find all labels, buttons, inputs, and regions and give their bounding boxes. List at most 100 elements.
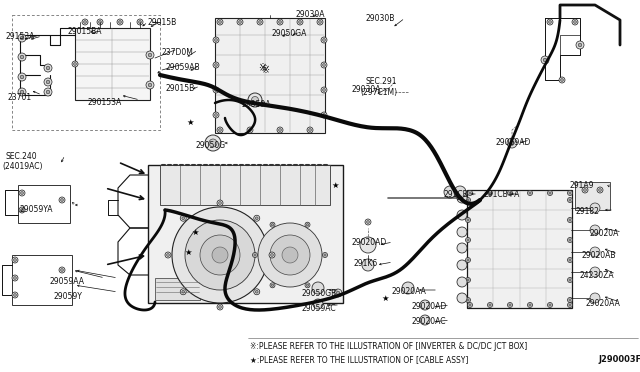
Circle shape	[84, 21, 86, 23]
Circle shape	[214, 64, 218, 66]
Circle shape	[321, 112, 327, 118]
Circle shape	[467, 299, 469, 301]
Circle shape	[278, 129, 282, 131]
Bar	[12, 255, 72, 305]
Circle shape	[569, 299, 571, 301]
Bar	[75, 28, 150, 100]
Circle shape	[271, 224, 274, 226]
Circle shape	[13, 294, 17, 296]
Circle shape	[323, 253, 328, 257]
Circle shape	[508, 190, 513, 196]
Circle shape	[82, 19, 88, 25]
Circle shape	[568, 302, 573, 308]
Circle shape	[465, 298, 470, 302]
Circle shape	[137, 19, 143, 25]
Circle shape	[590, 247, 600, 257]
Circle shape	[543, 58, 547, 62]
Circle shape	[568, 190, 573, 196]
Text: ★: ★	[184, 247, 192, 257]
Circle shape	[549, 192, 551, 194]
Circle shape	[44, 78, 52, 86]
Text: 29015BA: 29015BA	[68, 27, 102, 36]
Circle shape	[255, 217, 258, 219]
Circle shape	[568, 257, 573, 263]
Circle shape	[469, 304, 471, 306]
Circle shape	[217, 304, 223, 310]
Text: (24019AC): (24019AC)	[2, 162, 42, 171]
Circle shape	[465, 237, 470, 243]
Circle shape	[334, 289, 342, 297]
Circle shape	[146, 51, 154, 59]
Circle shape	[568, 218, 573, 222]
Text: 29059YA: 29059YA	[19, 205, 52, 214]
Circle shape	[248, 93, 262, 107]
Circle shape	[454, 186, 466, 198]
Circle shape	[20, 75, 24, 79]
Circle shape	[529, 192, 531, 194]
Circle shape	[61, 269, 63, 271]
Circle shape	[457, 243, 467, 253]
Circle shape	[172, 207, 268, 303]
Circle shape	[200, 235, 240, 275]
Bar	[215, 18, 325, 133]
Circle shape	[182, 217, 184, 219]
Circle shape	[270, 235, 310, 275]
Circle shape	[254, 215, 260, 221]
Text: 291CB+A: 291CB+A	[483, 190, 520, 199]
Circle shape	[317, 19, 323, 25]
Circle shape	[46, 90, 50, 94]
Circle shape	[217, 127, 223, 133]
Circle shape	[527, 190, 532, 196]
Circle shape	[18, 34, 26, 42]
Circle shape	[166, 254, 170, 256]
Text: 29059AC: 29059AC	[302, 304, 337, 313]
Circle shape	[547, 302, 552, 308]
Text: 29059AA: 29059AA	[50, 277, 85, 286]
Circle shape	[488, 190, 493, 196]
Circle shape	[336, 291, 340, 295]
Text: SEC.291: SEC.291	[365, 77, 397, 86]
Text: SEC.240: SEC.240	[5, 152, 36, 161]
Text: ※:PLEASE REFER TO THE ILLUSTRATION OF [INVERTER & DC/DC JCT BOX]: ※:PLEASE REFER TO THE ILLUSTRATION OF [I…	[250, 342, 527, 351]
Circle shape	[148, 83, 152, 87]
Circle shape	[420, 315, 430, 325]
Text: 291CB: 291CB	[444, 190, 468, 199]
Circle shape	[209, 139, 217, 147]
Circle shape	[219, 306, 221, 308]
Text: ★: ★	[191, 228, 199, 237]
Circle shape	[254, 289, 260, 295]
Text: 29030B: 29030B	[365, 14, 394, 23]
Circle shape	[271, 284, 274, 286]
Circle shape	[547, 190, 552, 196]
Circle shape	[457, 210, 467, 220]
Text: 29050G: 29050G	[196, 141, 226, 150]
Circle shape	[271, 254, 273, 256]
Circle shape	[97, 19, 103, 25]
Circle shape	[74, 62, 76, 65]
Text: ※: ※	[261, 65, 269, 75]
Circle shape	[44, 88, 52, 96]
Text: 237D0M: 237D0M	[162, 48, 194, 57]
Text: 29020AD: 29020AD	[412, 302, 447, 311]
Circle shape	[508, 302, 513, 308]
Text: (297C1M): (297C1M)	[360, 88, 397, 97]
Circle shape	[219, 21, 221, 23]
Circle shape	[146, 81, 154, 89]
Circle shape	[12, 257, 18, 263]
Circle shape	[19, 190, 25, 196]
Bar	[18, 185, 70, 223]
Circle shape	[214, 89, 218, 92]
Circle shape	[321, 37, 327, 43]
Circle shape	[568, 237, 573, 243]
Circle shape	[367, 221, 369, 223]
Circle shape	[59, 197, 65, 203]
Circle shape	[19, 207, 25, 213]
Circle shape	[509, 141, 515, 145]
Circle shape	[321, 62, 327, 68]
Circle shape	[527, 302, 532, 308]
Circle shape	[308, 129, 311, 131]
Circle shape	[258, 223, 322, 287]
Bar	[12, 15, 160, 130]
Circle shape	[12, 275, 18, 281]
Circle shape	[467, 239, 469, 241]
